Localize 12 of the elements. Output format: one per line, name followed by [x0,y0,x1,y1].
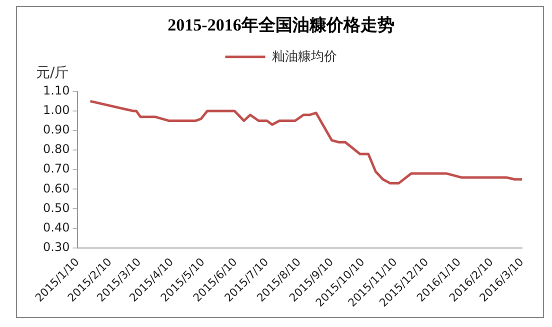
y-tick-label: 1.10 [43,84,70,98]
y-axis-title: 元/斤 [36,64,69,82]
y-tick-label: 0.80 [43,142,70,156]
y-tick-label: 0.90 [43,122,70,137]
y-tick-label: 0.60 [43,181,70,196]
chart-title: 2015-2016年全国油糠价格走势 [168,16,394,35]
y-tick-label: 0.30 [43,240,70,254]
legend-label: 籼油糠均价 [272,49,337,64]
y-tick-label: 0.70 [43,162,70,176]
y-tick-label: 0.50 [43,200,70,215]
y-tick-label: 1.00 [43,103,70,118]
y-tick-label: 0.40 [43,220,70,234]
